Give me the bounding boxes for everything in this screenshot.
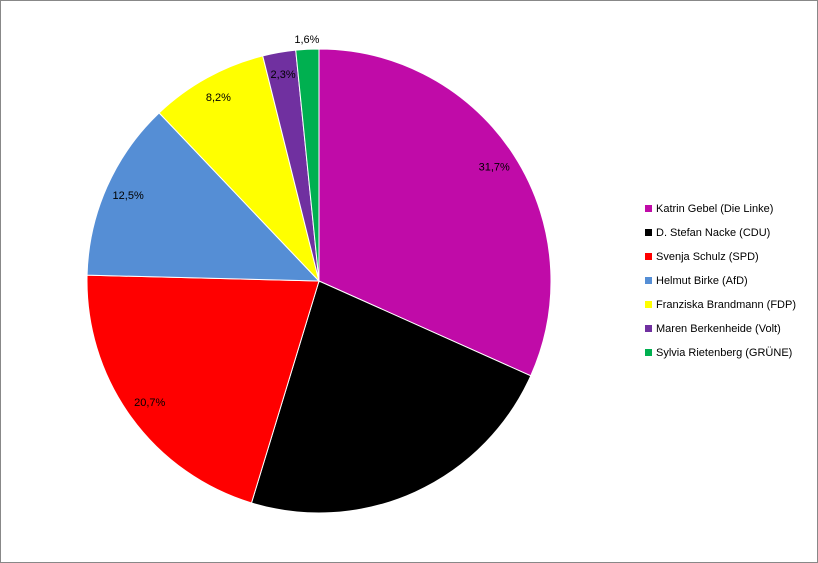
data-label: 20,7% [134, 397, 165, 409]
data-label: 2,3% [271, 69, 296, 81]
legend-swatch [645, 277, 652, 284]
pie-slice [318, 48, 552, 377]
pie-slice [158, 55, 320, 283]
legend-swatch [645, 253, 652, 260]
legend-swatch [645, 349, 652, 356]
pie-slice [250, 280, 532, 514]
legend-label: Sylvia Rietenberg (GRÜNE) [656, 347, 792, 359]
pie-slice [295, 48, 320, 282]
legend-label: Maren Berkenheide (Volt) [656, 323, 781, 335]
legend-label: Franziska Brandmann (FDP) [656, 299, 796, 311]
data-label: 31,7% [479, 161, 510, 173]
data-label: 8,2% [206, 92, 231, 104]
legend-label: Helmut Birke (AfD) [656, 275, 748, 287]
legend-swatch [645, 325, 652, 332]
legend-label: D. Stefan Nacke (CDU) [656, 227, 770, 239]
data-label: 1,6% [294, 34, 319, 46]
data-label: 23,0% [390, 465, 421, 477]
legend-swatch [645, 205, 652, 212]
legend-label: Katrin Gebel (Die Linke) [656, 203, 773, 215]
legend-swatch [645, 301, 652, 308]
data-label: 12,5% [113, 190, 144, 202]
legend-label: Svenja Schulz (SPD) [656, 251, 759, 263]
pie-slice [86, 274, 320, 504]
legend-swatch [645, 229, 652, 236]
pie-slice [86, 112, 321, 282]
